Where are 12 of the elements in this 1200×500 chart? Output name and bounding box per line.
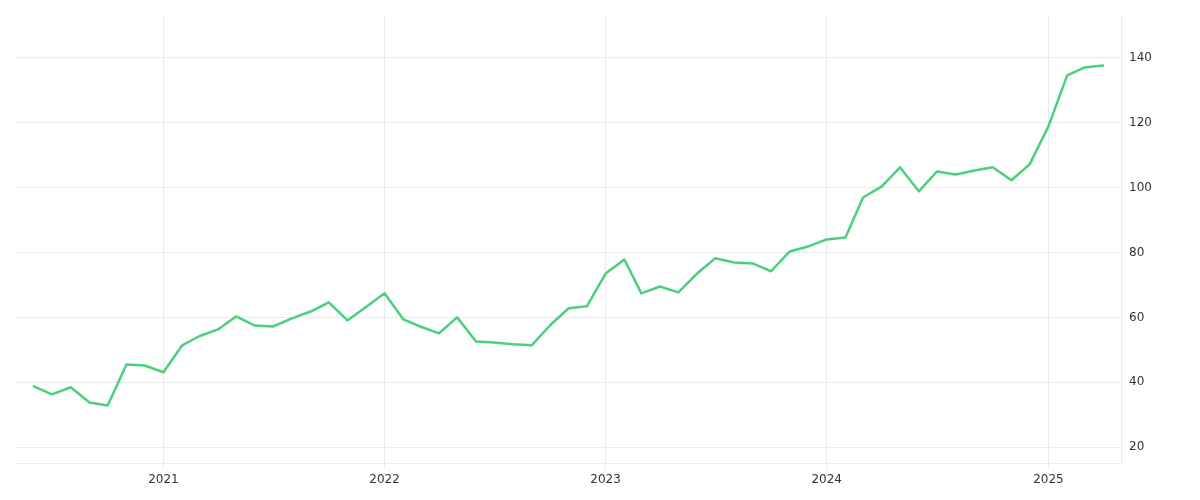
x-tick-label: 2021 [148, 471, 179, 486]
y-tick-label: 100 [1129, 179, 1152, 194]
x-tick-label: 2023 [590, 471, 621, 486]
x-tick-label: 2022 [369, 471, 400, 486]
x-tick-label: 2025 [1033, 471, 1064, 486]
y-tick-label: 60 [1129, 309, 1145, 324]
y-tick-label: 140 [1129, 49, 1152, 64]
y-tick-label: 80 [1129, 244, 1145, 259]
y-tick-label: 120 [1129, 114, 1152, 129]
y-tick-label: 20 [1129, 439, 1145, 454]
x-tick-label: 2024 [811, 471, 842, 486]
y-tick-label: 40 [1129, 374, 1145, 389]
